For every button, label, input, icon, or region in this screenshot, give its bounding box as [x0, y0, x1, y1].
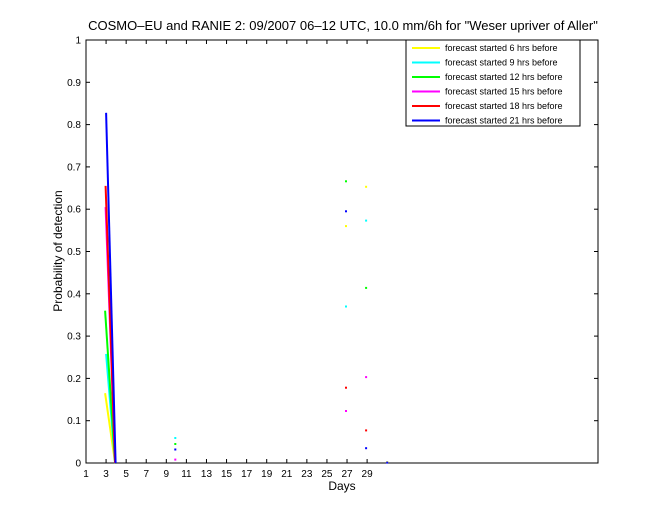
x-tick-label: 17 [241, 469, 253, 480]
chart-title: COSMO–EU and RANIE 2: 09/2007 06–12 UTC,… [88, 18, 598, 33]
series-point [365, 447, 368, 450]
y-tick-label: 0.6 [67, 205, 81, 216]
y-tick-label: 0.3 [67, 332, 81, 343]
y-tick-label: 0.9 [67, 78, 81, 89]
series-point [365, 429, 368, 432]
series-point [345, 180, 347, 183]
legend-entry-label: forecast started 12 hrs before [445, 72, 563, 82]
x-tick-label: 11 [181, 469, 192, 480]
x-tick-label: 23 [301, 469, 313, 480]
data-layer [104, 112, 389, 464]
series-point [345, 305, 347, 308]
y-tick-label: 0.4 [67, 289, 81, 300]
x-tick-label: 3 [103, 469, 109, 480]
series-point [345, 386, 347, 389]
x-tick-label: 29 [362, 469, 374, 480]
series-point [365, 376, 368, 379]
series-point [386, 461, 389, 464]
series-point [345, 225, 347, 228]
series-point [174, 448, 177, 451]
x-tick-label: 15 [221, 469, 233, 480]
axis-ticks: 1 3 5 7 9 11 13 15 17 19 21 23 25 27 2900.10.20.30.40.… [67, 36, 598, 480]
y-tick-label: 0.5 [67, 247, 81, 258]
series-point [345, 210, 347, 213]
series-point [174, 443, 177, 445]
y-tick-label: 0.1 [67, 416, 81, 427]
x-tick-label: 19 [261, 469, 273, 480]
legend-entry-label: forecast started 18 hrs before [445, 101, 563, 111]
legend-entry-label: forecast started 15 hrs before [445, 87, 563, 97]
series-point [365, 286, 368, 289]
series-point [174, 437, 177, 439]
legend-box [405, 39, 581, 127]
x-tick-label: 5 [123, 469, 129, 480]
x-tick-label: 21 [281, 469, 293, 480]
y-axis-label: Probability of detection [51, 190, 65, 311]
x-tick-label: 7 [143, 469, 149, 480]
legend-entry-label: forecast started 9 hrs before [445, 58, 558, 68]
series-5 [105, 112, 389, 464]
y-tick-label: 0.2 [67, 374, 81, 385]
x-axis-label: Days [328, 479, 355, 493]
series-point [365, 219, 368, 222]
series-point [345, 410, 347, 412]
x-tick-label: 1 [83, 469, 89, 480]
x-tick-label: 13 [201, 469, 213, 480]
x-tick-label: 27 [341, 469, 353, 480]
legend: forecast started 6 hrs before forecast st… [405, 39, 581, 127]
legend-entry-label: forecast started 6 hrs before [445, 43, 558, 53]
legend-entry-label: forecast started 21 hrs before [445, 116, 563, 126]
series-line [105, 112, 117, 464]
series-point [174, 458, 177, 461]
y-tick-label: 0.8 [67, 120, 81, 131]
x-tick-label: 9 [164, 469, 170, 480]
y-tick-label: 0 [75, 459, 81, 470]
x-tick-label: 25 [321, 469, 333, 480]
y-tick-label: 0.7 [67, 162, 81, 173]
series-point [365, 185, 368, 188]
y-tick-label: 1 [75, 36, 81, 47]
